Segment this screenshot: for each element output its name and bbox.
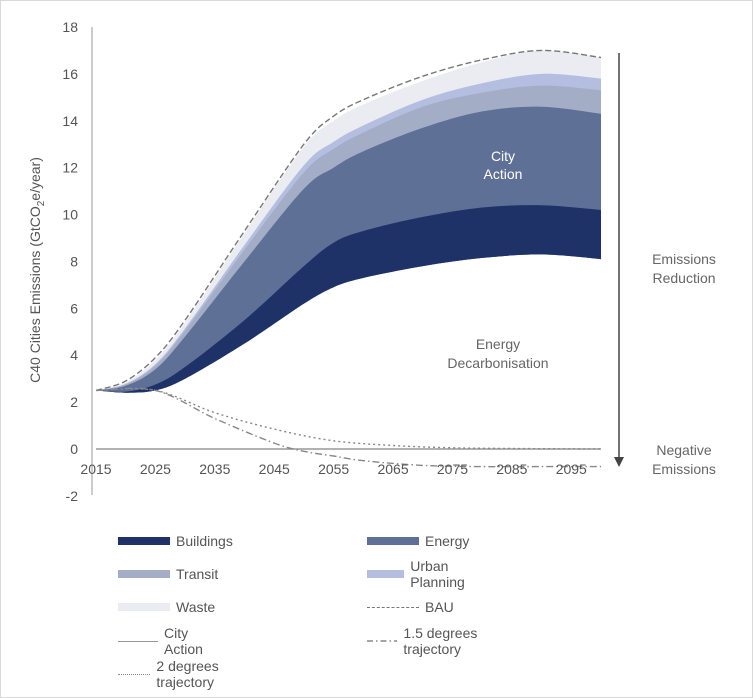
line-bau [95, 49, 602, 392]
line-1-5-degrees-trajectory [95, 387, 601, 468]
y-tick-label: 10 [62, 207, 78, 223]
y-tick-label: -2 [66, 488, 79, 504]
legend-label-2-degrees: 2 degrees trajectory [156, 658, 219, 690]
y-axis-label: C40 Cities Emissions (GtCO2e/year) [27, 157, 47, 383]
y-tick-label: 14 [62, 113, 78, 129]
y-axis-label-subscript: 2 [36, 200, 47, 206]
y-axis-label-unit: e/year) [27, 157, 43, 201]
y-axis-label-main: C40 Cities Emissions (GtCO [27, 206, 43, 383]
area-buildings [96, 205, 601, 393]
line-2-degrees-trajectory [95, 388, 602, 450]
x-tick-label: 2025 [140, 461, 171, 477]
legend-swatch-1-5-degrees [367, 640, 398, 642]
legend-label-1-5-degrees: 1.5 degrees trajectory [403, 625, 478, 657]
y-tick-label: 8 [70, 253, 78, 269]
x-tick-label: 2035 [199, 461, 230, 477]
legend-label-energy: Energy [425, 533, 470, 549]
legend-label-bau: BAU [425, 599, 454, 615]
x-tick-label: 2055 [318, 461, 349, 477]
line-layer [95, 49, 602, 468]
legend-item-energy: Energy [367, 531, 469, 551]
x-tick-label: 2045 [259, 461, 290, 477]
y-tick-label: 4 [70, 347, 78, 363]
legend-label-buildings: Buildings [176, 533, 233, 549]
x-tick-label: 2075 [437, 461, 468, 477]
y-tick-label: 16 [62, 66, 78, 82]
legend-item-waste: Waste [118, 597, 215, 617]
emissions-reduction-label-line1: Emissions [652, 251, 716, 267]
y-tick-label: 12 [62, 160, 78, 176]
x-tick-label: 2015 [80, 461, 111, 477]
legend-label-waste: Waste [176, 599, 216, 615]
legend-item-buildings: Buildings [118, 531, 233, 551]
city-action-label-line2: Action [484, 166, 523, 182]
legend-swatch-energy [367, 537, 419, 545]
energy-decarbonisation-label-line1: Energy [476, 336, 520, 352]
legend-swatch-buildings [118, 537, 170, 545]
x-tick-label: 2085 [496, 461, 527, 477]
negative-emissions-label-line2: Emissions [652, 461, 716, 477]
legend-item-2-degrees: 2 degrees trajectory [118, 658, 234, 690]
x-tick-label: 2095 [556, 461, 587, 477]
x-tick-label: 2065 [377, 461, 408, 477]
y-tick-label: 0 [70, 441, 78, 457]
legend-swatch-urban-planning [367, 570, 405, 578]
negative-emissions-label-line1: Negative [656, 442, 711, 458]
legend-swatch-bau [367, 606, 419, 608]
emissions-reduction-label-line2: Reduction [652, 270, 715, 286]
legend-label-city-action: City Action [164, 625, 203, 657]
legend-label-urban-planning: Urban Planning [410, 558, 465, 590]
city-action-label-line1: City [491, 148, 515, 164]
legend-swatch-waste [118, 603, 170, 611]
legend-item-city-action: City Action [118, 625, 215, 657]
x-tick-layer: 2015 2025 2035 2045 2055 2065 2075 2085 2095 [80, 461, 587, 477]
legend-swatch-2-degrees [118, 673, 151, 675]
y-tick-label: 2 [70, 394, 78, 410]
legend-swatch-transit [118, 570, 170, 578]
legend-item-urban-planning: Urban Planning [367, 558, 479, 590]
area-layer [96, 50, 601, 393]
legend-item-bau: BAU [367, 597, 454, 617]
legend-swatch-city-action [118, 640, 159, 642]
legend-item-transit: Transit [118, 564, 218, 584]
y-tick-label: 6 [70, 300, 78, 316]
emissions-reduction-arrow-head [614, 457, 624, 467]
y-tick-label: 18 [62, 19, 78, 35]
legend-label-transit: Transit [176, 566, 219, 582]
legend-item-1-5-degrees: 1.5 degrees trajectory [367, 625, 483, 657]
y-tick-layer: 18 16 14 12 10 8 6 4 2 0 -2 [62, 19, 78, 504]
energy-decarbonisation-label-line2: Decarbonisation [447, 355, 548, 371]
